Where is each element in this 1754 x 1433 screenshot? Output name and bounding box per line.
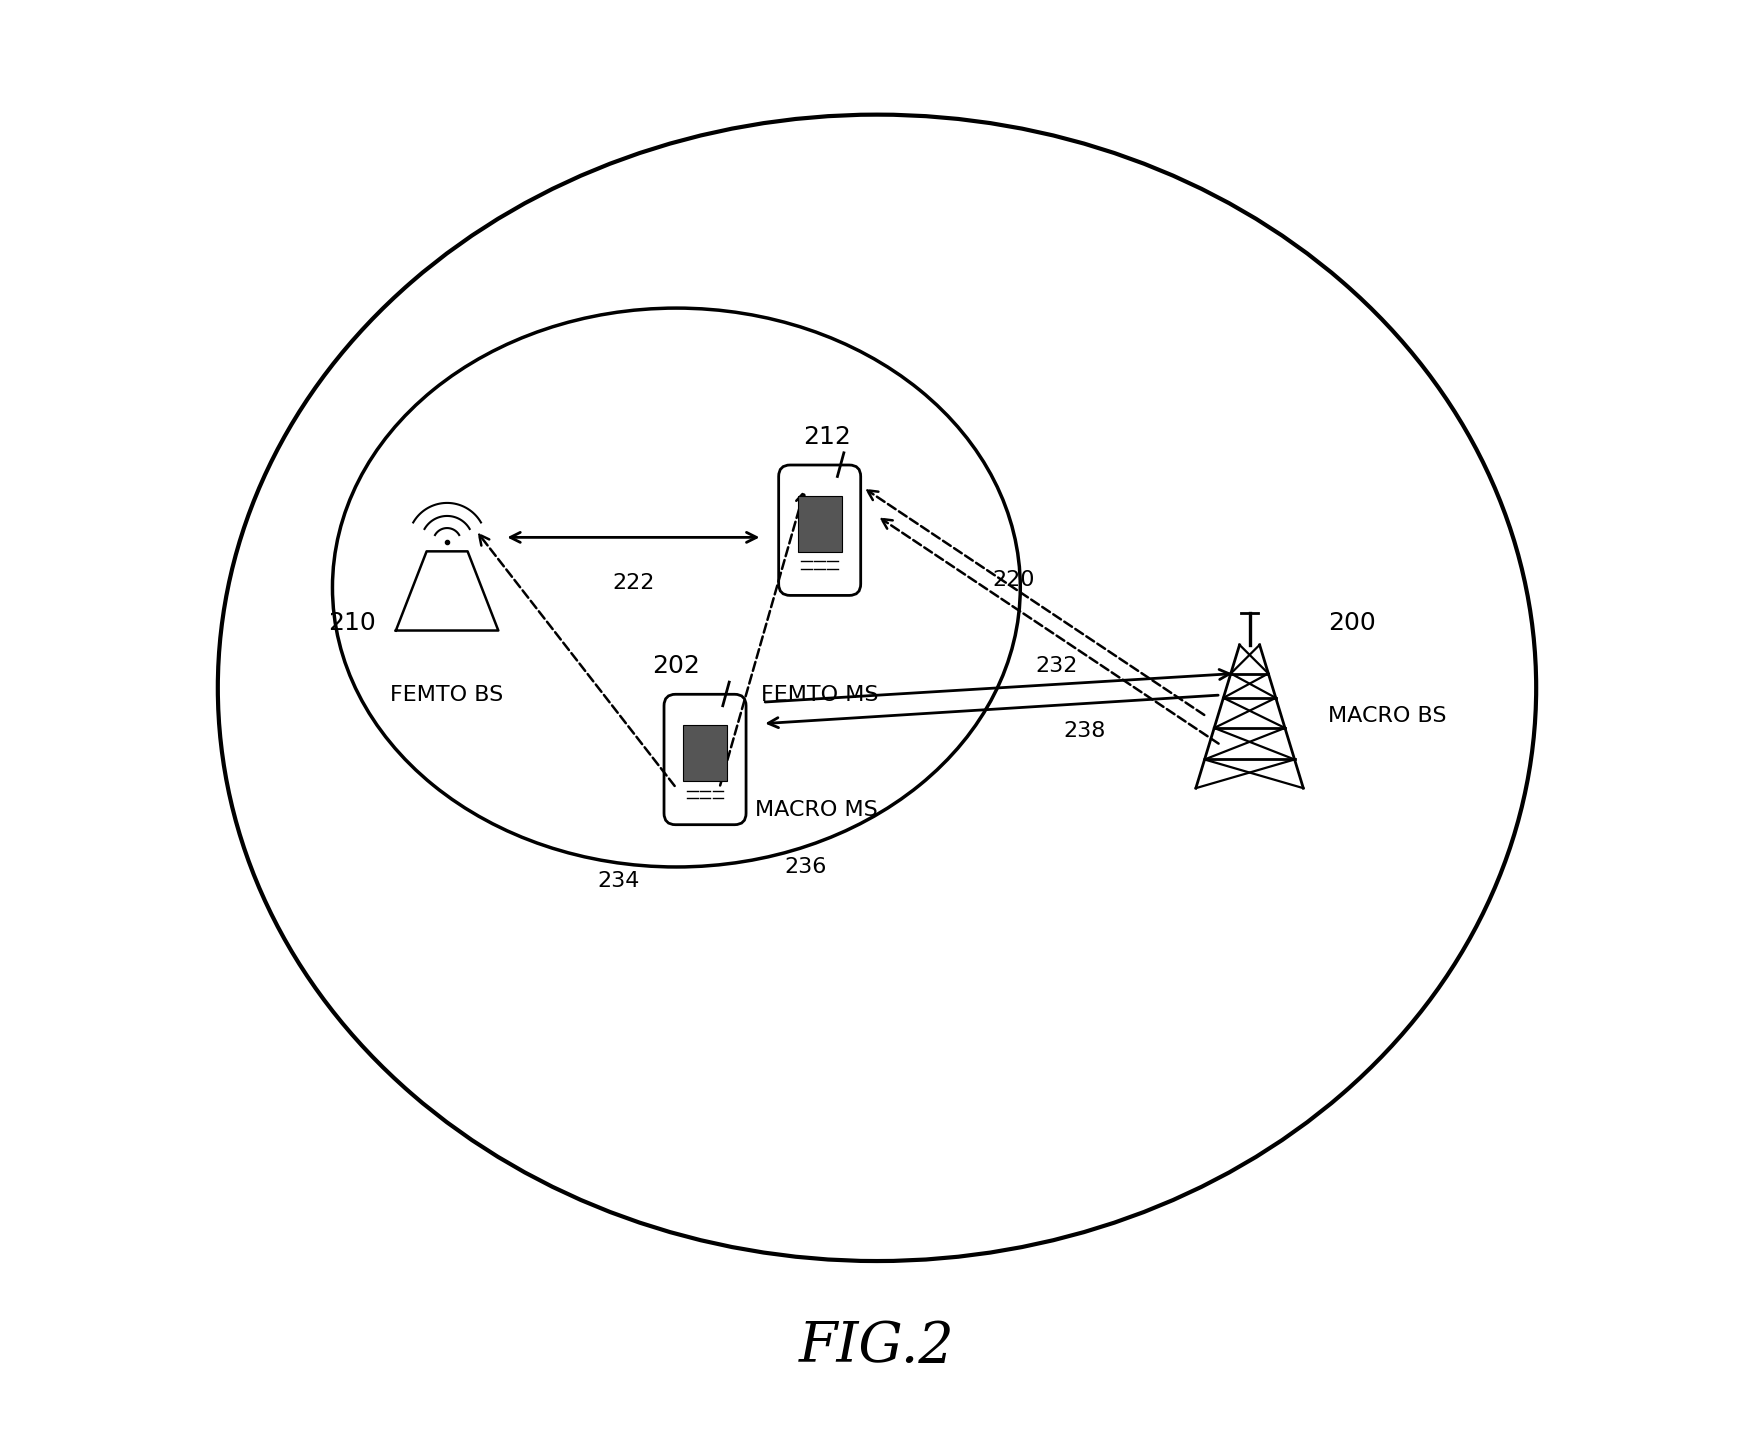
Bar — [798, 496, 842, 552]
Text: 236: 236 — [784, 857, 826, 877]
Polygon shape — [396, 552, 498, 631]
FancyBboxPatch shape — [779, 464, 861, 596]
Text: 202: 202 — [652, 655, 700, 678]
Text: 238: 238 — [1063, 721, 1107, 741]
Text: 212: 212 — [803, 426, 851, 449]
Text: FEMTO MS: FEMTO MS — [761, 685, 879, 705]
Text: 222: 222 — [612, 573, 654, 593]
FancyBboxPatch shape — [665, 695, 745, 825]
Text: 210: 210 — [328, 612, 375, 635]
Text: MACRO MS: MACRO MS — [756, 800, 879, 820]
Text: FEMTO BS: FEMTO BS — [391, 685, 503, 705]
Bar — [682, 725, 728, 781]
Text: 234: 234 — [598, 871, 640, 891]
Text: 220: 220 — [991, 570, 1035, 590]
Text: 200: 200 — [1328, 612, 1377, 635]
Text: MACRO BS: MACRO BS — [1328, 706, 1447, 727]
Text: FIG.2: FIG.2 — [800, 1320, 954, 1374]
Text: 232: 232 — [1035, 656, 1077, 676]
